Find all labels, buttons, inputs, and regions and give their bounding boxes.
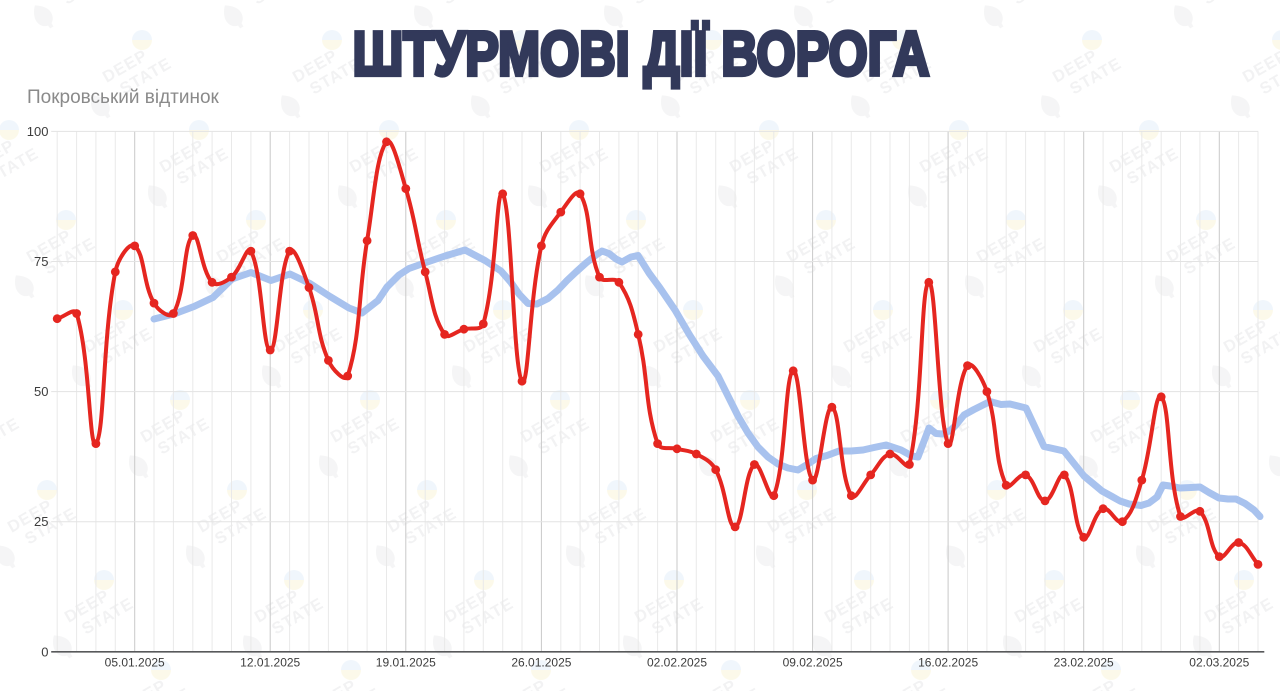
svg-text:02.02.2025: 02.02.2025 bbox=[647, 656, 707, 670]
svg-text:16.02.2025: 16.02.2025 bbox=[918, 656, 978, 670]
svg-text:0: 0 bbox=[41, 644, 48, 659]
svg-text:100: 100 bbox=[27, 124, 49, 139]
svg-text:19.01.2025: 19.01.2025 bbox=[376, 656, 436, 670]
svg-text:75: 75 bbox=[34, 254, 48, 269]
svg-text:05.01.2025: 05.01.2025 bbox=[105, 656, 165, 670]
svg-text:25: 25 bbox=[34, 514, 48, 529]
svg-text:09.02.2025: 09.02.2025 bbox=[783, 656, 843, 670]
svg-text:02.03.2025: 02.03.2025 bbox=[1189, 656, 1249, 670]
svg-text:23.02.2025: 23.02.2025 bbox=[1054, 656, 1114, 670]
svg-text:12.01.2025: 12.01.2025 bbox=[240, 656, 300, 670]
svg-text:ШТУРМОВІ ДІЇ ВОРОГА: ШТУРМОВІ ДІЇ ВОРОГА bbox=[353, 19, 930, 88]
svg-text:Покровський відтинок: Покровський відтинок bbox=[27, 87, 220, 108]
svg-text:50: 50 bbox=[34, 384, 48, 399]
svg-text:26.01.2025: 26.01.2025 bbox=[511, 656, 571, 670]
